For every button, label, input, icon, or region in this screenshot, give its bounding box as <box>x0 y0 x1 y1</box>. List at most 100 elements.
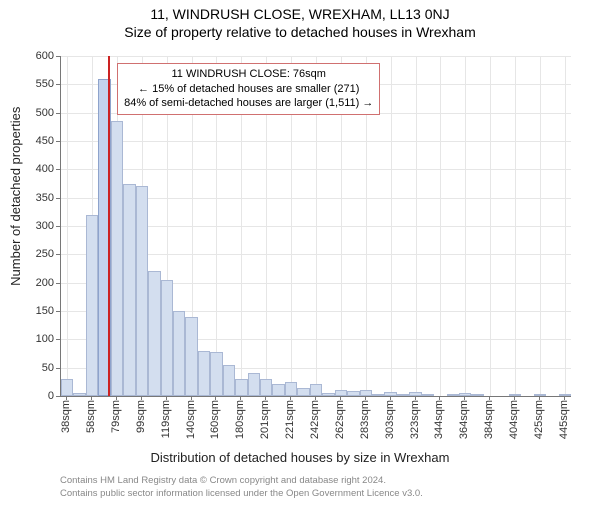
y-tick-label: 200 <box>14 277 54 289</box>
x-tick-label: 364sqm <box>458 400 470 439</box>
histogram-bar <box>185 317 197 396</box>
histogram-bar <box>322 393 334 396</box>
y-tick-mark <box>56 113 60 114</box>
gridline-v <box>391 56 392 396</box>
histogram-bar <box>173 311 185 396</box>
y-tick-label: 450 <box>14 135 54 147</box>
x-tick-label: 140sqm <box>185 400 197 439</box>
histogram-bar <box>335 390 347 396</box>
x-tick-label: 99sqm <box>135 400 147 433</box>
gridline-v <box>515 56 516 396</box>
y-tick-mark <box>56 169 60 170</box>
x-tick-label: 445sqm <box>558 400 570 439</box>
histogram-bar <box>123 184 135 397</box>
histogram-bar <box>297 388 309 397</box>
footer-attribution: Contains HM Land Registry data © Crown c… <box>60 475 423 500</box>
histogram-bar <box>148 271 160 396</box>
histogram-bar <box>397 394 409 396</box>
y-tick-label: 400 <box>14 163 54 175</box>
y-tick-mark <box>56 311 60 312</box>
x-tick-label: 262sqm <box>334 400 346 439</box>
gridline-v <box>540 56 541 396</box>
gridline-v <box>67 56 68 396</box>
histogram-bar <box>409 392 421 396</box>
x-tick-label: 58sqm <box>85 400 97 433</box>
histogram-bar <box>260 379 272 396</box>
histogram-bar <box>422 394 434 396</box>
chart-container: Number of detached properties 11 WINDRUS… <box>0 50 600 450</box>
x-tick-label: 242sqm <box>309 400 321 439</box>
gridline-v <box>440 56 441 396</box>
histogram-bar <box>384 392 396 396</box>
histogram-bar <box>73 393 85 396</box>
histogram-bar <box>310 384 322 396</box>
y-tick-label: 100 <box>14 333 54 345</box>
y-tick-mark <box>56 56 60 57</box>
footer-line: Contains HM Land Registry data © Crown c… <box>60 475 423 487</box>
histogram-bar <box>136 186 148 396</box>
x-tick-label: 384sqm <box>483 400 495 439</box>
x-tick-label: 323sqm <box>409 400 421 439</box>
x-tick-label: 303sqm <box>384 400 396 439</box>
histogram-bar <box>161 280 173 396</box>
y-tick-mark <box>56 339 60 340</box>
histogram-bar <box>509 394 521 396</box>
y-tick-mark <box>56 283 60 284</box>
y-tick-label: 500 <box>14 107 54 119</box>
histogram-bar <box>347 391 359 396</box>
histogram-bar <box>272 384 284 396</box>
histogram-bar <box>198 351 210 396</box>
histogram-bar <box>61 379 73 396</box>
histogram-bar <box>447 394 459 396</box>
x-tick-label: 160sqm <box>209 400 221 439</box>
y-tick-mark <box>56 84 60 85</box>
x-tick-label: 425sqm <box>533 400 545 439</box>
chart-title-sub: Size of property relative to detached ho… <box>0 24 600 40</box>
histogram-bar <box>559 394 571 396</box>
histogram-bar <box>534 394 546 396</box>
x-axis-title: Distribution of detached houses by size … <box>0 450 600 465</box>
gridline-v <box>416 56 417 396</box>
x-tick-label: 344sqm <box>433 400 445 439</box>
x-tick-label: 38sqm <box>60 400 72 433</box>
y-tick-label: 550 <box>14 78 54 90</box>
histogram-bar <box>248 373 260 396</box>
y-tick-mark <box>56 141 60 142</box>
annotation-line: 11 WINDRUSH CLOSE: 76sqm <box>124 67 373 82</box>
histogram-bar <box>471 394 483 396</box>
x-tick-label: 221sqm <box>284 400 296 439</box>
histogram-bar <box>372 394 384 396</box>
y-tick-mark <box>56 368 60 369</box>
y-tick-mark <box>56 254 60 255</box>
chart-title-main: 11, WINDRUSH CLOSE, WREXHAM, LL13 0NJ <box>0 6 600 22</box>
x-tick-label: 283sqm <box>359 400 371 439</box>
histogram-bar <box>360 390 372 396</box>
reference-line <box>108 56 110 396</box>
histogram-bar <box>86 215 98 396</box>
histogram-bar <box>223 365 235 396</box>
annotation-box: 11 WINDRUSH CLOSE: 76sqm← 15% of detache… <box>117 63 380 116</box>
y-tick-label: 600 <box>14 50 54 62</box>
y-tick-label: 250 <box>14 248 54 260</box>
y-tick-label: 0 <box>14 390 54 402</box>
annotation-line: ← 15% of detached houses are smaller (27… <box>124 82 373 97</box>
gridline-v <box>565 56 566 396</box>
gridline-v <box>490 56 491 396</box>
x-tick-label: 180sqm <box>234 400 246 439</box>
plot-area: 11 WINDRUSH CLOSE: 76sqm← 15% of detache… <box>60 56 571 397</box>
y-tick-label: 50 <box>14 362 54 374</box>
x-tick-label: 404sqm <box>508 400 520 439</box>
histogram-bar <box>235 379 247 396</box>
histogram-bar <box>111 121 123 396</box>
y-tick-mark <box>56 198 60 199</box>
histogram-bar <box>285 382 297 396</box>
y-tick-label: 300 <box>14 220 54 232</box>
y-tick-label: 150 <box>14 305 54 317</box>
annotation-line: 84% of semi-detached houses are larger (… <box>124 96 373 111</box>
x-tick-label: 119sqm <box>160 400 172 438</box>
footer-line: Contains public sector information licen… <box>60 488 423 500</box>
histogram-bar <box>210 352 222 396</box>
y-tick-mark <box>56 226 60 227</box>
x-tick-label: 201sqm <box>259 400 271 439</box>
x-tick-label: 79sqm <box>110 400 122 433</box>
